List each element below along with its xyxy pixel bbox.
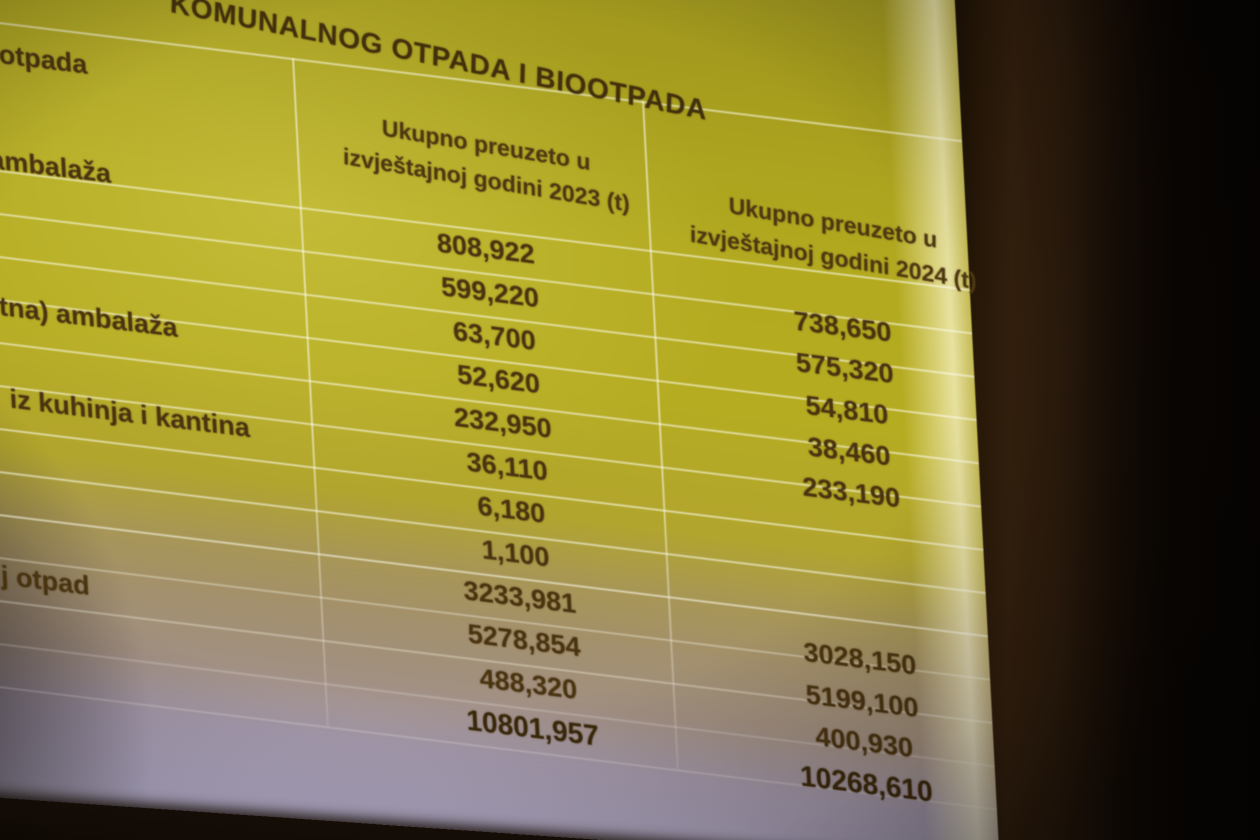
- column-header-2023: Ukupno preuzeto u izvještajnoj godini 20…: [306, 98, 667, 227]
- column-header-2024: Ukupno preuzeto u izvještajnoj godini 20…: [648, 175, 1019, 306]
- row-label-tna-ambalaza: tna) ambalaža: [0, 290, 179, 343]
- projection-slide: KOMUNALNOG OTPADA I BIOOTPADA Ukupno pre…: [0, 0, 1019, 840]
- row-label-ambalaza: ambalaža: [0, 143, 112, 189]
- row-label-kuhinja-kantina: iz kuhinja i kantina: [8, 383, 251, 443]
- row-label-otpada: otpada: [0, 38, 89, 80]
- row-label-otpad: j otpad: [0, 560, 91, 602]
- slide-title: KOMUNALNOG OTPADA I BIOOTPADA: [169, 0, 708, 126]
